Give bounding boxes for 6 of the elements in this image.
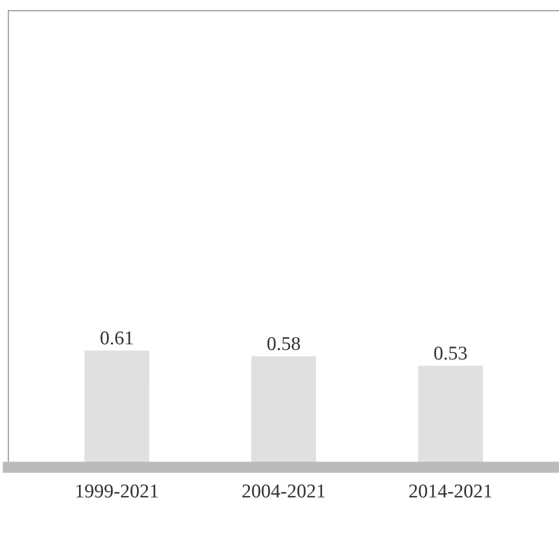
data-label: 0.58 [267,337,300,350]
x-tick-label: 2014-2021 [409,484,492,498]
data-label: 0.61 [100,331,133,345]
x-tick-label: 2004-2021 [242,484,325,498]
x-tick-label: 1999-2021 [76,484,158,498]
data-label: 0.53 [434,346,467,360]
